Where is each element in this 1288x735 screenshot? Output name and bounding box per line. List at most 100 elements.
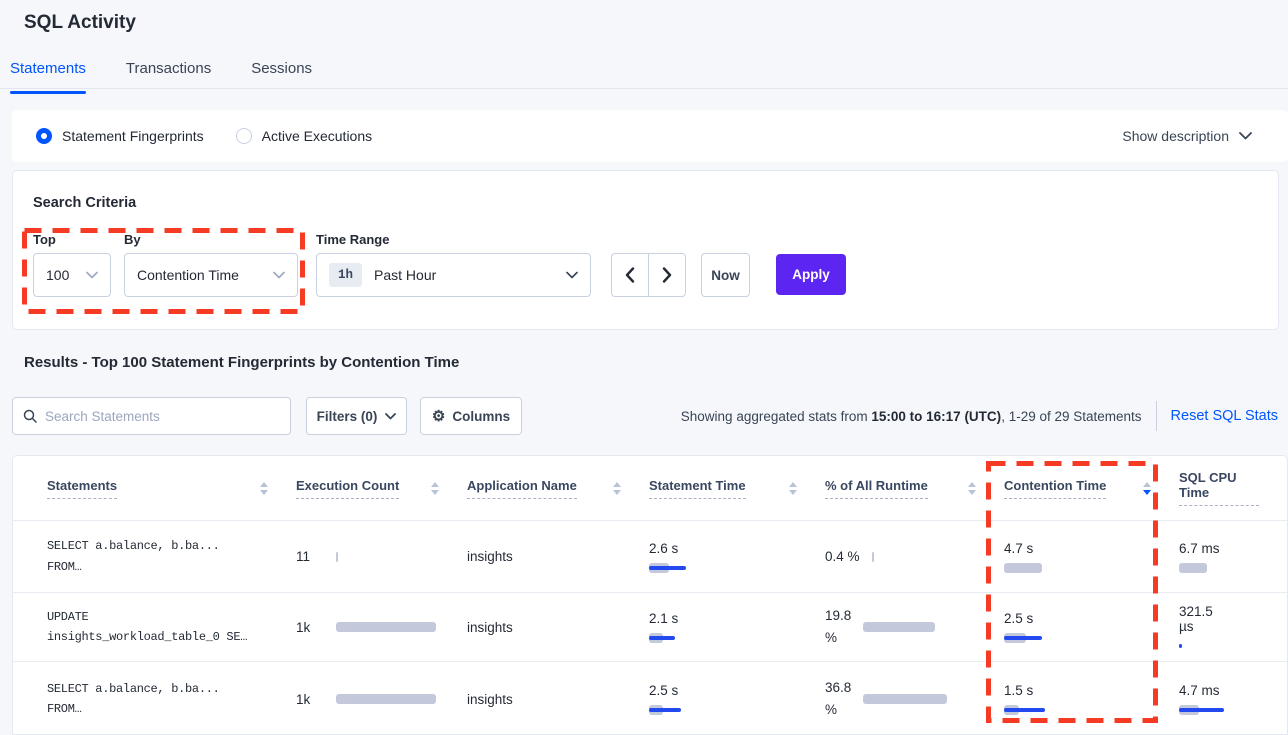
by-label: By: [124, 232, 141, 247]
stats-area: Showing aggregated stats from 15:00 to 1…: [681, 397, 1278, 435]
statements-table: Statements Execution Count Application N…: [12, 455, 1288, 735]
page-title: SQL Activity: [24, 12, 136, 33]
statement-fingerprint-link[interactable]: UPDATE insights_workload_table_0 SE…: [47, 609, 248, 644]
statement-time-bar: [649, 705, 759, 715]
execution-count-bar: [336, 694, 446, 704]
statement-time-cell: 2.1 s: [649, 611, 825, 643]
apply-button[interactable]: Apply: [776, 254, 846, 295]
contention-time-cell: 1.5 s: [1004, 683, 1179, 715]
column-header-sql-cpu-time[interactable]: SQL CPU Time: [1179, 470, 1287, 506]
application-name-cell: insights: [467, 619, 513, 635]
execution-count-bar: [336, 622, 446, 632]
table-row[interactable]: SELECT a.balance, b.ba... FROM… 1k insig…: [13, 662, 1287, 734]
statement-fingerprint-link[interactable]: SELECT a.balance, b.ba... FROM…: [47, 539, 220, 574]
search-icon: [23, 409, 37, 423]
radio-label: Active Executions: [261, 128, 373, 144]
gear-icon: ⚙: [431, 407, 446, 425]
table-row[interactable]: UPDATE insights_workload_table_0 SE… 1k …: [13, 593, 1287, 662]
application-name-cell: insights: [467, 691, 513, 707]
sort-icon[interactable]: [613, 481, 621, 495]
chevron-right-icon: [662, 267, 671, 283]
statement-time-cell: 2.6 s: [649, 541, 825, 573]
column-header-statements[interactable]: Statements: [47, 478, 296, 499]
sql-cpu-time-bar: [1179, 562, 1287, 573]
sql-cpu-time-cell: 4.7 ms: [1179, 683, 1287, 715]
chevron-down-icon: [86, 271, 98, 279]
tab-sessions[interactable]: Sessions: [251, 60, 312, 94]
sql-cpu-time-cell: 6.7 ms: [1179, 541, 1287, 573]
application-name-cell: insights: [467, 549, 513, 564]
statement-time-bar: [649, 562, 759, 573]
by-select[interactable]: Contention Time: [124, 253, 298, 297]
chevron-down-icon: [1239, 132, 1252, 140]
results-title: Results - Top 100 Statement Fingerprints…: [24, 354, 460, 371]
top-select[interactable]: 100: [33, 253, 111, 297]
show-description-toggle[interactable]: Show description: [1122, 128, 1252, 144]
show-description-label: Show description: [1122, 128, 1229, 144]
search-criteria-title: Search Criteria: [33, 195, 137, 211]
apply-button-label: Apply: [792, 267, 830, 282]
sort-icon[interactable]: [789, 481, 797, 495]
columns-button-label: Columns: [452, 408, 511, 424]
time-range-value: Past Hour: [374, 267, 437, 283]
chevron-left-icon: [625, 267, 634, 283]
sort-icon[interactable]: [260, 481, 268, 495]
sort-icon-active-desc[interactable]: [1143, 481, 1151, 495]
chevron-down-icon: [566, 271, 578, 279]
runtime-pct-cell: 19.8%: [825, 605, 1004, 648]
column-header-contention-time[interactable]: Contention Time: [1004, 478, 1179, 499]
now-button[interactable]: Now: [701, 253, 750, 297]
tab-statements[interactable]: Statements: [10, 60, 86, 94]
by-select-value: Contention Time: [137, 267, 239, 283]
radio-selected-icon: [36, 128, 52, 144]
radio-statement-fingerprints[interactable]: Statement Fingerprints: [36, 128, 204, 144]
time-range-badge: 1h: [329, 263, 363, 287]
reset-sql-stats-link[interactable]: Reset SQL Stats: [1170, 408, 1278, 424]
chevron-down-icon: [273, 271, 285, 279]
contention-time-cell: 2.5 s: [1004, 611, 1179, 643]
search-statements-input[interactable]: [45, 408, 280, 424]
search-criteria-panel: Search Criteria Top 100 By Contention Ti…: [12, 170, 1279, 330]
columns-button[interactable]: ⚙ Columns: [420, 397, 522, 435]
table-header-row: Statements Execution Count Application N…: [13, 456, 1287, 521]
statement-time-cell: 2.5 s: [649, 683, 825, 715]
table-row[interactable]: SELECT a.balance, b.ba... FROM… 11 insig…: [13, 521, 1287, 593]
radio-active-executions[interactable]: Active Executions: [235, 128, 373, 144]
search-statements-box: [12, 397, 291, 435]
contention-time-bar: [1004, 562, 1114, 573]
statement-fingerprint-link[interactable]: SELECT a.balance, b.ba... FROM…: [47, 681, 220, 716]
statement-time-bar: [649, 633, 759, 643]
contention-time-bar: [1004, 705, 1114, 715]
tab-bar: Statements Transactions Sessions: [10, 60, 312, 94]
previous-time-range-button[interactable]: [612, 254, 649, 296]
tab-label: Transactions: [125, 60, 212, 77]
filters-button-label: Filters (0): [316, 408, 378, 424]
radio-unselected-icon: [235, 128, 252, 144]
sql-cpu-time-cell: 321.5 µs: [1179, 604, 1287, 651]
next-time-range-button[interactable]: [649, 254, 686, 296]
tab-label: Statements: [10, 60, 86, 77]
runtime-pct-cell: 36.8%: [825, 677, 1004, 720]
sort-icon[interactable]: [431, 481, 439, 495]
chevron-down-icon: [385, 412, 397, 419]
filters-button[interactable]: Filters (0): [306, 397, 407, 435]
view-mode-bar: Statement Fingerprints Active Executions…: [12, 110, 1288, 162]
tab-label: Sessions: [251, 60, 313, 77]
runtime-pct-cell: 0.4 %: [825, 546, 1004, 568]
execution-count-cell: 1k: [296, 692, 467, 707]
column-header-execution-count[interactable]: Execution Count: [296, 478, 467, 499]
contention-time-bar: [1004, 633, 1114, 643]
aggregated-stats-text: Showing aggregated stats from 15:00 to 1…: [680, 408, 1142, 424]
time-range-select[interactable]: 1h Past Hour: [316, 253, 591, 297]
top-select-value: 100: [46, 267, 70, 283]
sort-icon[interactable]: [968, 481, 976, 495]
divider: [1155, 401, 1157, 431]
contention-time-cell: 4.7 s: [1004, 541, 1179, 573]
column-header-application-name[interactable]: Application Name: [467, 478, 649, 499]
column-header-pct-runtime[interactable]: % of All Runtime: [825, 478, 1004, 499]
runtime-pct-bar: [863, 694, 973, 704]
runtime-pct-bar: [871, 551, 982, 562]
sql-cpu-time-bar: [1179, 641, 1287, 651]
column-header-statement-time[interactable]: Statement Time: [649, 478, 825, 499]
tab-transactions[interactable]: Transactions: [126, 60, 211, 94]
